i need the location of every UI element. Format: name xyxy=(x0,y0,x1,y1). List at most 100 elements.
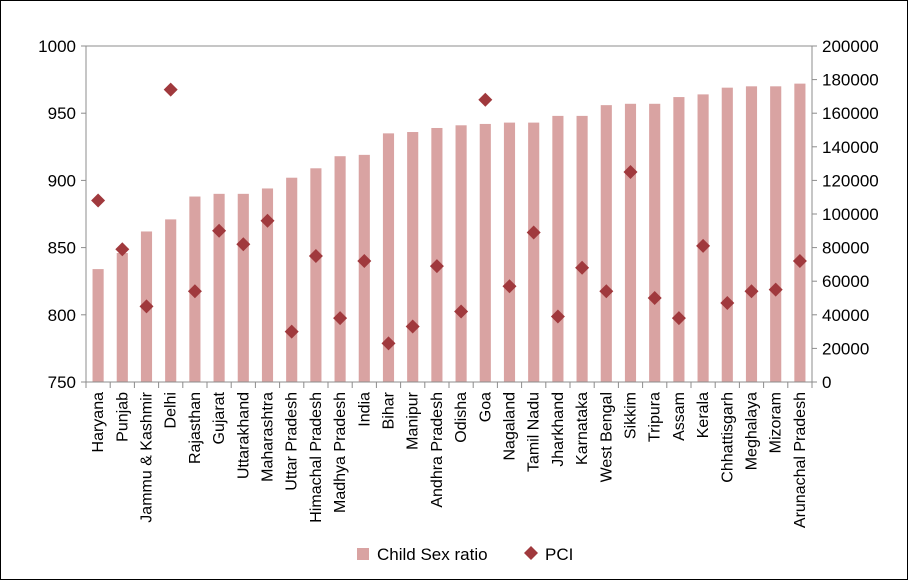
left-tick-label: 750 xyxy=(48,373,76,392)
right-tick-label: 140000 xyxy=(822,138,879,157)
pci-marker-kerala xyxy=(696,238,711,253)
right-tick-label: 200000 xyxy=(822,37,879,56)
pci-marker-india xyxy=(357,254,372,269)
bar-uttarakhand xyxy=(237,193,249,382)
left-tick-label: 800 xyxy=(48,306,76,325)
pci-marker-uttar-pradesh xyxy=(284,324,299,339)
bar-himachal-pradesh xyxy=(310,168,322,382)
category-label-uttar-pradesh: Uttar Pradesh xyxy=(284,392,301,491)
category-label-mizoram: Mizoram xyxy=(768,392,785,453)
bar-punjab xyxy=(116,252,128,382)
category-label-gujarat: Gujarat xyxy=(211,391,228,444)
pci-marker-goa xyxy=(478,92,493,107)
category-label-maharashtra: Maharashtra xyxy=(260,392,277,482)
right-tick-label: 160000 xyxy=(822,104,879,123)
right-tick-label: 180000 xyxy=(822,71,879,90)
bar-jharkhand xyxy=(552,115,564,382)
right-tick-label: 60000 xyxy=(822,272,869,291)
legend-swatch-child-sex-ratio xyxy=(357,548,369,560)
bar-india xyxy=(358,154,370,382)
category-label-uttarakhand: Uttarakhand xyxy=(235,392,252,479)
left-axis-ticks: 750 800 850 900 950 1000 xyxy=(38,37,76,392)
pci-marker-bihar xyxy=(381,336,396,351)
axes xyxy=(81,45,817,388)
legend-label-child-sex-ratio: Child Sex ratio xyxy=(377,545,488,564)
pci-marker-sikkim xyxy=(623,165,638,179)
category-label-assam: Assam xyxy=(671,392,688,441)
bar-meghalaya xyxy=(745,86,758,382)
bar-assam xyxy=(673,97,685,382)
pci-marker-meghalaya xyxy=(744,284,759,299)
pci-marker-odisha xyxy=(454,304,469,319)
category-label-haryana: Haryana xyxy=(90,392,107,453)
left-tick-label: 950 xyxy=(48,104,76,123)
category-label-tripura: Tripura xyxy=(647,392,664,442)
bar-tamil-nadu xyxy=(528,122,540,383)
markers-series xyxy=(91,82,807,351)
right-tick-label: 100000 xyxy=(822,205,879,224)
pci-marker-west-bengal xyxy=(599,284,614,299)
pci-marker-arunachal-pradesh xyxy=(792,254,807,269)
category-label-manipur: Manipur xyxy=(405,391,422,449)
bar-madhya-pradesh xyxy=(334,156,346,382)
pci-marker-manipur xyxy=(405,319,420,334)
pci-marker-delhi xyxy=(163,82,178,97)
category-label-karnataka: Karnataka xyxy=(574,392,591,465)
bar-mizoram xyxy=(770,86,782,382)
pci-marker-jammu-kashmir xyxy=(139,299,154,314)
pci-marker-madhya-pradesh xyxy=(333,311,348,326)
pci-marker-assam xyxy=(671,311,686,326)
category-label-andhra-pradesh: Andhra Pradesh xyxy=(429,392,446,508)
pci-marker-andhra-pradesh xyxy=(429,259,444,274)
pci-marker-maharashtra xyxy=(260,213,275,228)
pci-marker-rajasthan xyxy=(187,284,202,299)
category-label-madhya-pradesh: Madhya Pradesh xyxy=(332,392,349,513)
bar-gujarat xyxy=(213,193,225,382)
right-tick-label: 80000 xyxy=(822,239,869,258)
bar-andhra-pradesh xyxy=(431,127,443,382)
category-label-goa: Goa xyxy=(477,392,494,422)
right-tick-label: 0 xyxy=(822,373,831,392)
bar-west-bengal xyxy=(600,105,612,382)
category-label-odisha: Odisha xyxy=(453,392,470,443)
pci-marker-mizoram xyxy=(768,282,783,297)
category-label-jharkhand: Jharkhand xyxy=(550,392,567,467)
category-label-west-bengal: West Bengal xyxy=(598,392,615,482)
category-label-tamil-nadu: Tamil Nadu xyxy=(526,392,543,472)
bar-tripura xyxy=(649,103,661,382)
pci-marker-karnataka xyxy=(575,260,590,275)
pci-marker-chhattisgarh xyxy=(720,296,735,311)
pci-marker-gujarat xyxy=(212,223,227,238)
legend: Child Sex ratio PCI xyxy=(357,545,573,564)
left-tick-label: 1000 xyxy=(38,37,76,56)
category-labels: Haryana Punjab Jammu & Kashmir Delhi Rajasth… xyxy=(90,391,809,528)
bar-nagaland xyxy=(503,122,516,383)
category-label-bihar: Bihar xyxy=(381,391,398,429)
pci-marker-tamil-nadu xyxy=(526,225,541,240)
bar-haryana xyxy=(92,269,104,382)
bar-sikkim xyxy=(624,103,637,382)
category-label-kerala: Kerala xyxy=(695,392,712,438)
right-tick-label: 40000 xyxy=(822,306,869,325)
pci-marker-himachal-pradesh xyxy=(308,249,323,263)
legend-marker-pci xyxy=(524,546,538,560)
category-label-delhi: Delhi xyxy=(163,392,180,428)
bars-series xyxy=(92,83,806,383)
left-tick-label: 900 xyxy=(48,171,76,190)
category-label-punjab: Punjab xyxy=(114,392,131,442)
right-axis-ticks: 0 20000 40000 60000 80000 100000 120000 140000 1… xyxy=(822,37,879,392)
bar-manipur xyxy=(407,132,419,382)
pci-marker-haryana xyxy=(91,193,106,208)
pci-marker-uttarakhand xyxy=(236,237,251,252)
bar-chhattisgarh xyxy=(721,87,733,382)
bar-uttar-pradesh xyxy=(286,177,298,382)
pci-marker-punjab xyxy=(115,242,130,257)
pci-marker-jharkhand xyxy=(550,309,565,324)
right-tick-label: 20000 xyxy=(822,339,869,358)
bar-kerala xyxy=(697,94,709,382)
category-label-india: India xyxy=(356,392,373,427)
left-tick-label: 850 xyxy=(48,239,76,258)
bar-goa xyxy=(479,123,491,382)
category-label-rajasthan: Rajasthan xyxy=(187,392,204,464)
